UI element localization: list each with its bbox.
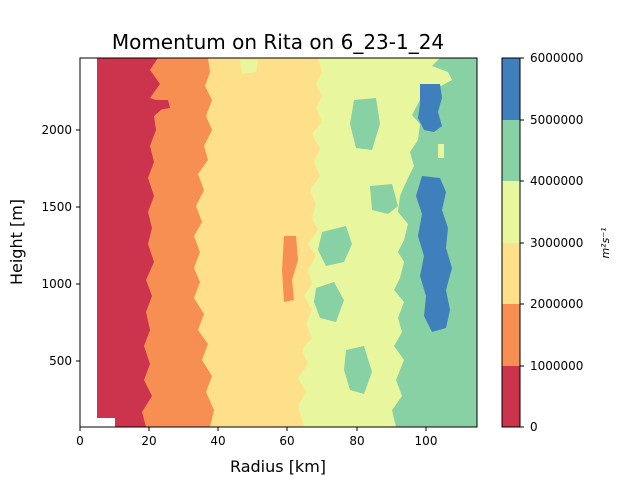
- colorbar-tick-label: 4000000: [530, 174, 583, 188]
- colorbar-tick-label: 2000000: [530, 297, 583, 311]
- x-tick-label: 100: [415, 434, 438, 448]
- y-axis: 500 1000 1500 2000 Height [m]: [7, 123, 80, 368]
- contour-island-band-3-d: [424, 70, 446, 80]
- colorbar-segment-0: [502, 366, 520, 427]
- contour-band-0: [97, 58, 168, 427]
- colorbar-tick-label: 0: [530, 420, 538, 434]
- contour-island-band-3-b: [240, 60, 258, 74]
- colorbar-segment-5: [502, 58, 520, 120]
- y-axis-label: Height [m]: [7, 199, 26, 285]
- colorbar-segment-3: [502, 181, 520, 243]
- y-tick-label: 2000: [41, 123, 72, 137]
- colorbar: 0 1000000 2000000 3000000 4000000 500000…: [501, 51, 612, 434]
- colorbar-tick-label: 3000000: [530, 236, 583, 250]
- contour-island-band-3-c: [312, 316, 362, 344]
- y-tick-label: 1000: [41, 277, 72, 291]
- x-tick-label: 0: [76, 434, 84, 448]
- x-tick-label: 40: [210, 434, 225, 448]
- colorbar-segment-2: [502, 243, 520, 304]
- x-tick-label: 60: [279, 434, 294, 448]
- y-tick-label: 500: [49, 354, 72, 368]
- contour-band-5-a: [418, 84, 442, 132]
- plot-area: [80, 58, 477, 427]
- missing-data-strip: [80, 58, 97, 427]
- x-tick-label: 20: [141, 434, 156, 448]
- contour-island-band-4-e: [370, 184, 398, 214]
- y-tick-label: 1500: [41, 200, 72, 214]
- x-tick-label: 80: [349, 434, 364, 448]
- colorbar-segment-4: [502, 120, 520, 181]
- contour-island-band-4-d: [350, 98, 380, 150]
- contour-island-band-1-b: [282, 236, 298, 302]
- colorbar-tick-label: 1000000: [530, 359, 583, 373]
- contour-island-band-3-e: [438, 144, 444, 158]
- contour-island-band-4-f: [344, 346, 372, 394]
- x-axis-label: Radius [km]: [230, 457, 326, 476]
- contour-island-band-4-b: [318, 226, 352, 266]
- colorbar-tick-label: 6000000: [530, 51, 583, 65]
- colorbar-segment-1: [502, 304, 520, 366]
- x-axis: 0 20 40 60 80 100 Radius [km]: [76, 427, 437, 476]
- contour-band-5-b: [416, 176, 452, 332]
- contour-island-band-4-c: [314, 282, 344, 322]
- colorbar-label: m²s⁻¹: [599, 227, 612, 258]
- colorbar-tick-label: 5000000: [530, 113, 583, 127]
- contour-island-band-0-b: [156, 100, 170, 110]
- missing-data-patch: [97, 418, 115, 427]
- plot-frame: [79, 57, 478, 428]
- chart-title: Momentum on Rita on 6_23-1_24: [112, 30, 444, 54]
